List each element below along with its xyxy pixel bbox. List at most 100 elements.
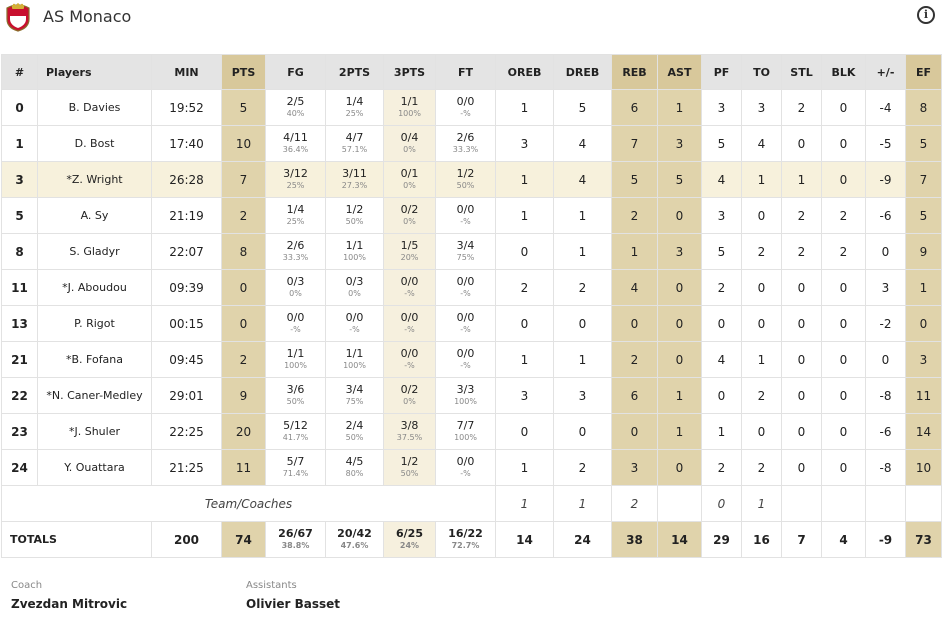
col-header-blk[interactable]: BLK — [821, 54, 866, 90]
player-name[interactable]: D. Bost — [37, 125, 152, 162]
player-3pts-pct: 0% — [403, 397, 416, 406]
player-name[interactable]: *N. Caner-Medley — [37, 377, 152, 414]
col-header-min[interactable]: MIN — [151, 54, 222, 90]
player-dreb: 3 — [553, 377, 612, 414]
player-to: 2 — [741, 233, 782, 270]
player-3pts-made: 1/2 — [400, 455, 419, 468]
player-reb: 7 — [611, 125, 658, 162]
team-coaches-label: Team/Coaches — [1, 485, 496, 522]
player-blk: 0 — [821, 89, 866, 126]
player-plus-minus: -4 — [865, 89, 906, 126]
player-to: 0 — [741, 305, 782, 342]
player-blk: 0 — [821, 305, 866, 342]
col-header-to[interactable]: TO — [741, 54, 782, 90]
assistants-block: Assistants Olivier Basset — [246, 580, 340, 611]
player-plus-minus: -8 — [865, 449, 906, 486]
player-name[interactable]: *J. Aboudou — [37, 269, 152, 306]
player-2pts-made: 1/2 — [345, 203, 364, 216]
player-name[interactable]: *J. Shuler — [37, 413, 152, 450]
player-fg-made: 1/1 — [286, 347, 305, 360]
player-row: 24 Y. Ouattara 21:25 11 5/7 71.4% 4/5 80% 1/2 50%… — [1, 449, 942, 486]
player-pts: 11 — [221, 449, 266, 486]
col-header-stl[interactable]: STL — [781, 54, 822, 90]
col-header-fg[interactable]: FG — [265, 54, 326, 90]
player-name[interactable]: B. Davies — [37, 89, 152, 126]
player-number: 8 — [1, 233, 38, 270]
team-blk — [821, 485, 866, 522]
player-pts: 7 — [221, 161, 266, 198]
col-header-pts[interactable]: PTS — [221, 54, 266, 90]
player-row: 0 B. Davies 19:52 5 2/5 40% 1/4 25% 1/1 100% 0/0 -%… — [1, 89, 942, 126]
player-pf: 3 — [701, 197, 742, 234]
player-2pts-made: 3/4 — [345, 383, 364, 396]
player-number: 24 — [1, 449, 38, 486]
assistants-name: Olivier Basset — [246, 597, 341, 611]
player-ft-made: 0/0 — [456, 275, 475, 288]
player-name[interactable]: *B. Fofana — [37, 341, 152, 378]
col-header-players[interactable]: Players — [37, 54, 152, 90]
player-2pts-made: 3/11 — [342, 167, 367, 180]
col-header-plus-minus[interactable]: +/- — [865, 54, 906, 90]
totals-2pts-pct: 47.6% — [340, 541, 369, 550]
player-stl: 0 — [781, 377, 822, 414]
player-blk: 0 — [821, 125, 866, 162]
player-name[interactable]: S. Gladyr — [37, 233, 152, 270]
col-header-number[interactable]: # — [1, 54, 38, 90]
player-2pts: 0/3 0% — [325, 269, 384, 306]
player-ft: 0/0 -% — [435, 269, 496, 306]
player-pts: 2 — [221, 341, 266, 378]
col-header-ef[interactable]: EF — [905, 54, 942, 90]
totals-stl: 7 — [781, 521, 822, 558]
player-name[interactable]: *Z. Wright — [37, 161, 152, 198]
col-header-reb[interactable]: REB — [611, 54, 658, 90]
team-ast — [657, 485, 702, 522]
player-3pts: 3/8 37.5% — [383, 413, 436, 450]
totals-3pts-made: 6/25 — [396, 527, 423, 540]
player-fg: 5/7 71.4% — [265, 449, 326, 486]
player-2pts: 4/5 80% — [325, 449, 384, 486]
player-2pts-made: 2/4 — [345, 419, 364, 432]
player-reb: 0 — [611, 305, 658, 342]
col-header-2pts[interactable]: 2PTS — [325, 54, 384, 90]
col-header-oreb[interactable]: OREB — [495, 54, 554, 90]
player-plus-minus: -6 — [865, 413, 906, 450]
player-3pts-made: 0/0 — [400, 347, 419, 360]
player-dreb: 0 — [553, 305, 612, 342]
player-to: 1 — [741, 341, 782, 378]
player-2pts-pct: 25% — [345, 109, 364, 118]
player-blk: 2 — [821, 233, 866, 270]
player-dreb: 5 — [553, 89, 612, 126]
col-header-pf[interactable]: PF — [701, 54, 742, 90]
player-2pts: 1/2 50% — [325, 197, 384, 234]
player-oreb: 0 — [495, 413, 554, 450]
player-min: 22:07 — [151, 233, 222, 270]
player-name[interactable]: P. Rigot — [37, 305, 152, 342]
player-plus-minus: -5 — [865, 125, 906, 162]
player-ast: 0 — [657, 269, 702, 306]
player-blk: 0 — [821, 413, 866, 450]
totals-to: 16 — [741, 521, 782, 558]
col-header-ast[interactable]: AST — [657, 54, 702, 90]
player-oreb: 1 — [495, 341, 554, 378]
totals-3pts: 6/25 24% — [383, 521, 436, 558]
col-header-dreb[interactable]: DREB — [553, 54, 612, 90]
col-header-3pts[interactable]: 3PTS — [383, 54, 436, 90]
player-pf: 0 — [701, 305, 742, 342]
player-ft: 7/7 100% — [435, 413, 496, 450]
player-3pts-pct: 0% — [403, 181, 416, 190]
player-ft-made: 2/6 — [456, 131, 475, 144]
player-row: 11 *J. Aboudou 09:39 0 0/3 0% 0/3 0% 0/0 -% 0/0 -% 2… — [1, 269, 942, 306]
player-dreb: 2 — [553, 449, 612, 486]
player-2pts-pct: -% — [349, 325, 360, 334]
player-ft-made: 0/0 — [456, 203, 475, 216]
coach-name: Zvezdan Mitrovic — [11, 597, 128, 611]
totals-2pts: 20/42 47.6% — [325, 521, 384, 558]
player-blk: 0 — [821, 269, 866, 306]
player-3pts-pct: 20% — [400, 253, 419, 262]
player-name[interactable]: A. Sy — [37, 197, 152, 234]
col-header-ft[interactable]: FT — [435, 54, 496, 90]
player-2pts: 1/4 25% — [325, 89, 384, 126]
info-icon[interactable]: i — [917, 6, 935, 24]
player-name[interactable]: Y. Ouattara — [37, 449, 152, 486]
player-plus-minus: 0 — [865, 341, 906, 378]
